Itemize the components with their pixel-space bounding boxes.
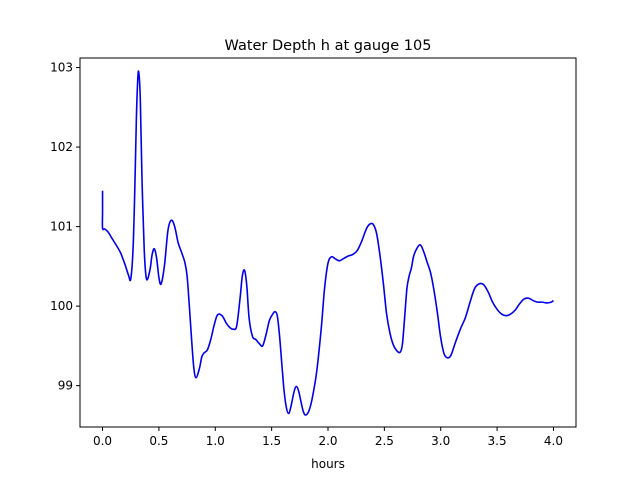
x-tick-label: 2.0: [318, 434, 337, 448]
x-tick-label: 0.0: [93, 434, 112, 448]
y-tick-label: 100: [50, 299, 73, 313]
x-tick-label: 2.5: [375, 434, 394, 448]
x-tick-label: 0.5: [149, 434, 168, 448]
y-tick-label: 101: [50, 220, 73, 234]
x-tick-label: 1.0: [206, 434, 225, 448]
y-tick-label: 103: [50, 61, 73, 75]
x-axis-label: hours: [311, 457, 345, 471]
x-ticks: 0.0 0.5 1.0 1.5 2.0 2.5 3.0 3.5 4.0: [93, 427, 563, 448]
x-tick-label: 1.5: [262, 434, 281, 448]
y-ticks: 99 100 101 102 103: [50, 61, 80, 393]
series-line-0: [101, 70, 554, 416]
y-tick-label: 99: [58, 379, 73, 393]
chart-title: Water Depth h at gauge 105: [225, 38, 432, 54]
x-tick-label: 4.0: [544, 434, 563, 448]
plot-frame: [79, 57, 577, 428]
x-tick-label: 3.0: [431, 434, 450, 448]
x-tick-label: 3.5: [488, 434, 507, 448]
plot-background: [80, 58, 576, 427]
y-tick-label: 102: [50, 140, 73, 154]
series-layer: [101, 70, 554, 416]
